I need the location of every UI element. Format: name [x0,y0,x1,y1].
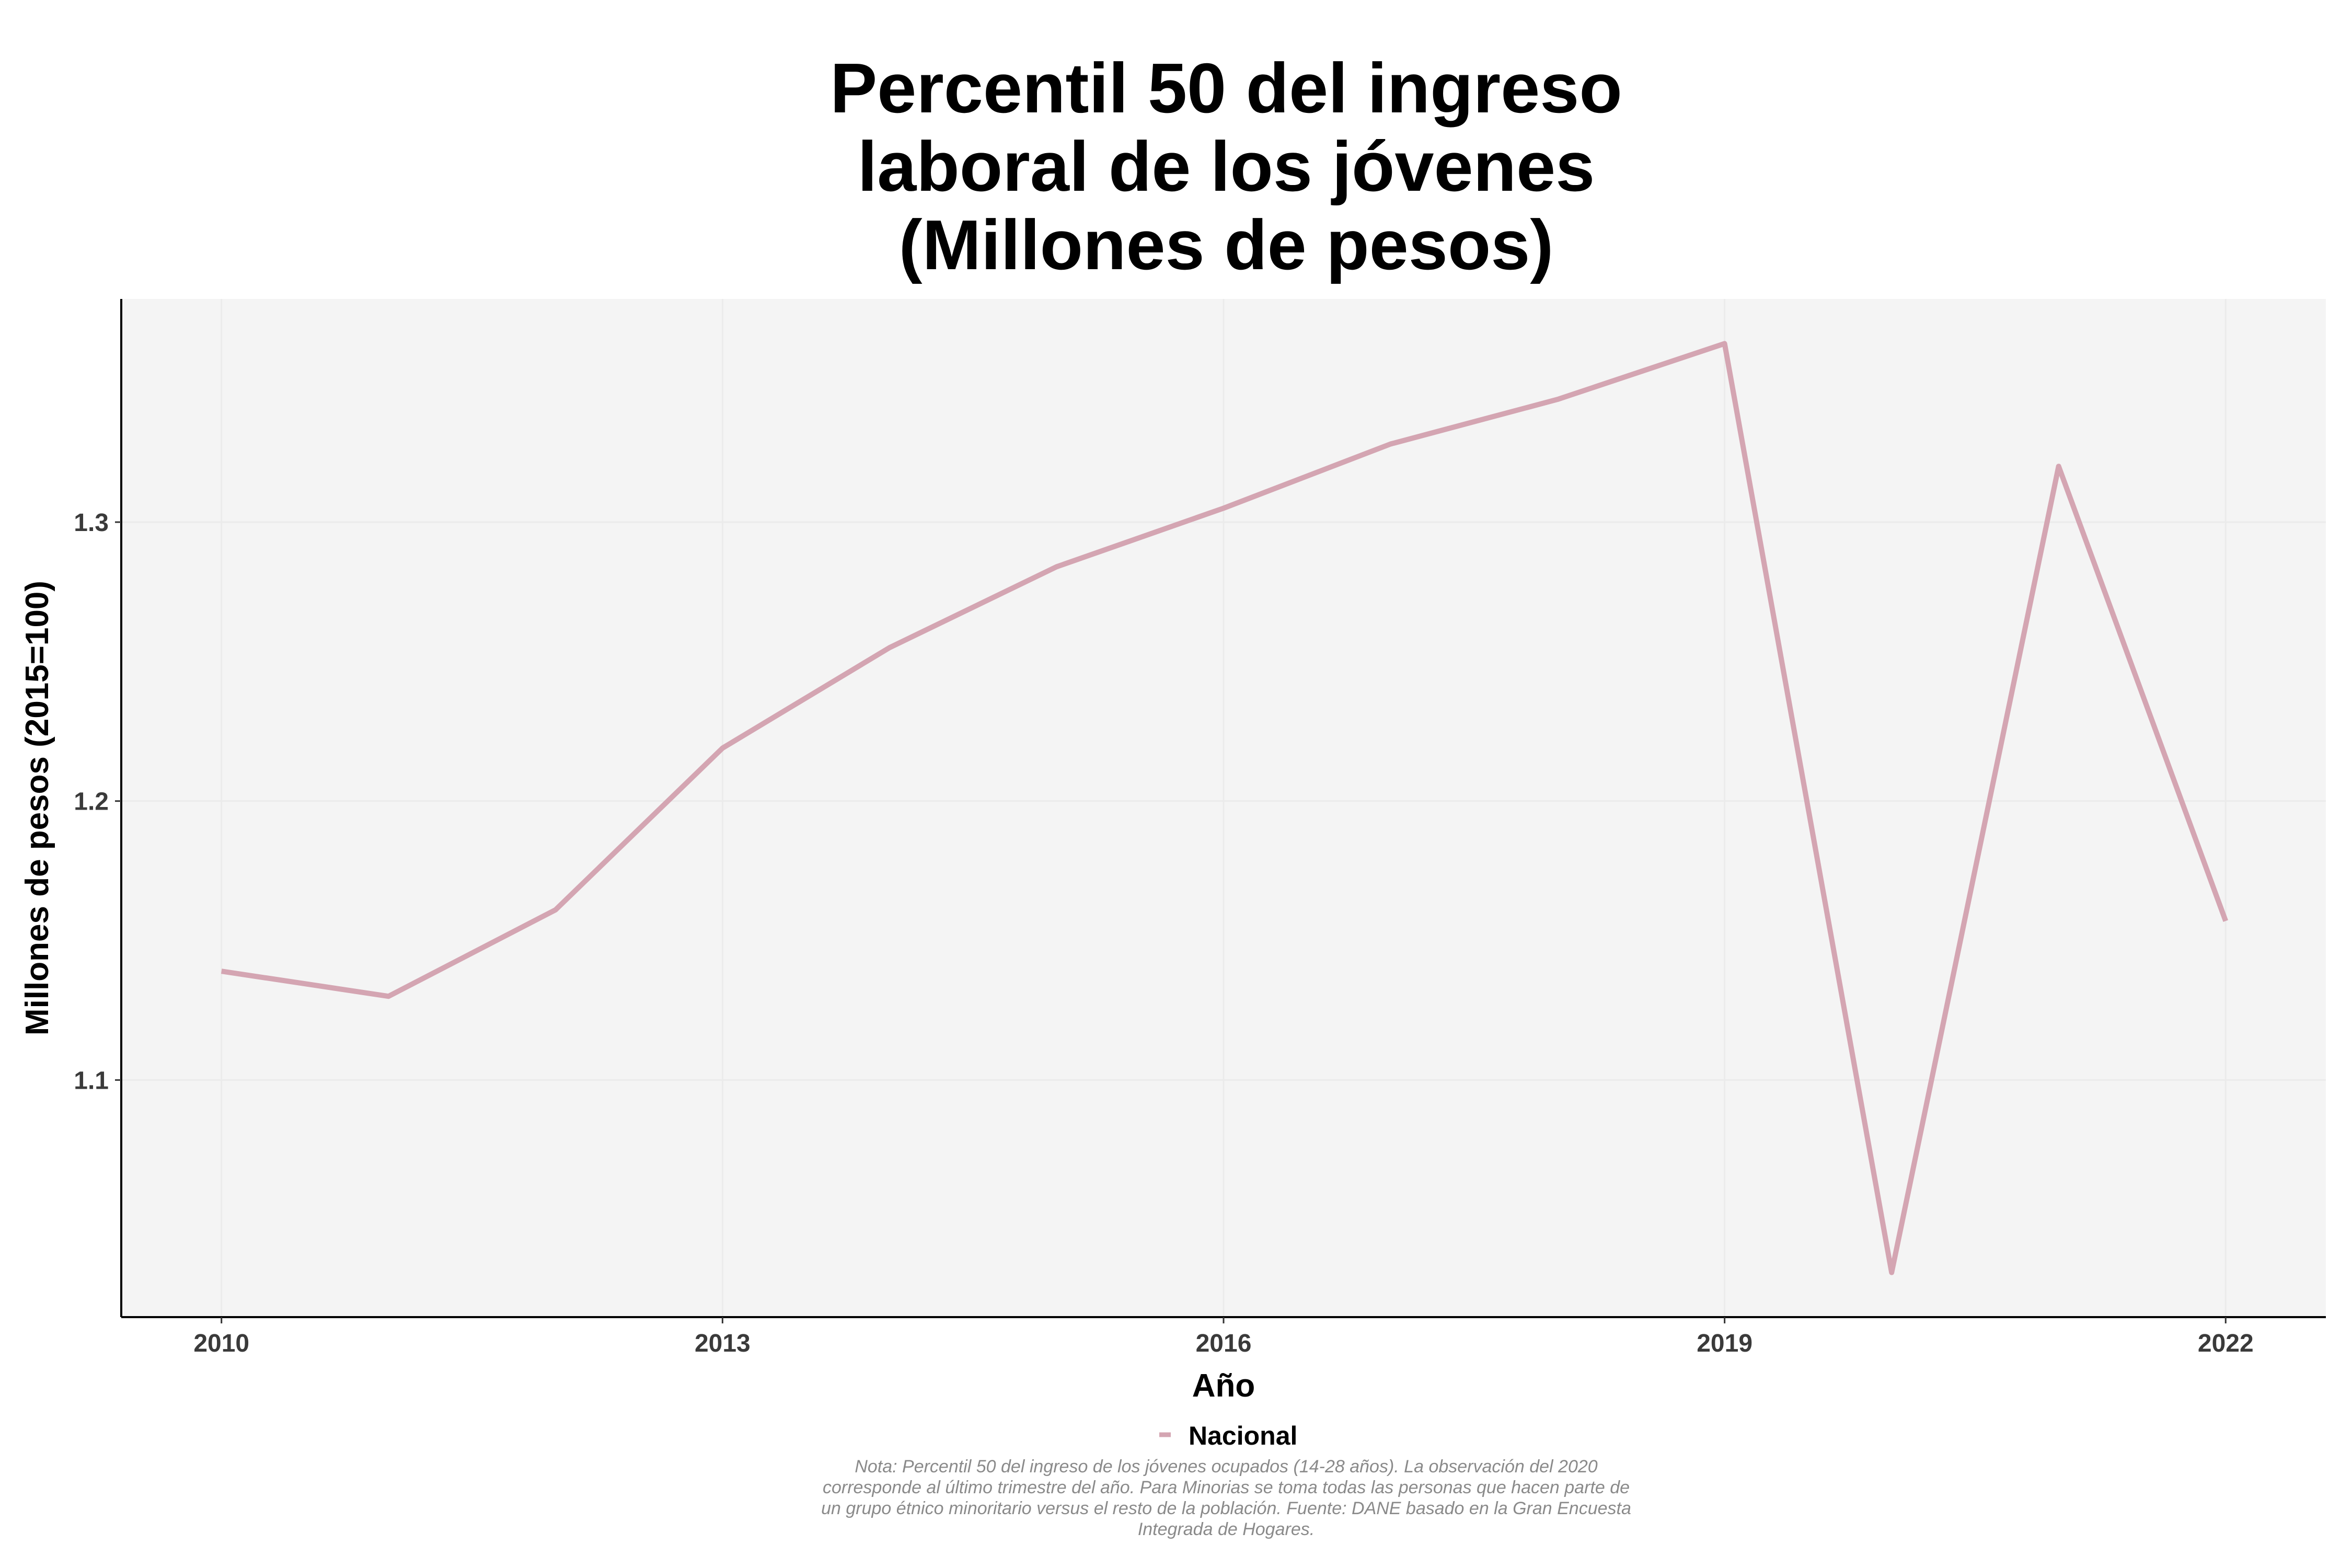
gridlines [121,299,2326,1317]
series-layer [221,341,2228,1275]
y-tick-label-2: 1.3 [74,509,109,537]
data-point-2014 [889,647,890,648]
data-point-2022 [2225,920,2226,921]
chart-title: Percentil 50 del ingreso laboral de los … [830,49,1622,284]
y-axis-title: Millones de pesos (2015=100) [19,581,55,1035]
footnote-line-3: un grupo étnico minoritario versus el re… [821,1498,1631,1518]
data-point-2013 [722,747,723,748]
x-tick-label-4: 2022 [2198,1330,2254,1357]
data-point-2019 [1724,343,1725,344]
chart-title-line-2: laboral de los jóvenes [858,127,1595,206]
data-point-2021 [2058,466,2059,467]
data-point-2012 [555,909,556,910]
data-point-2018 [1557,399,1558,400]
x-tick-label-1: 2013 [695,1330,751,1357]
legend-label-nacional: Nacional [1189,1421,1297,1450]
x-tick-label-2: 2016 [1196,1330,1252,1357]
footnote: Nota: Percentil 50 del ingreso de los jó… [821,1457,1631,1539]
axis-ticks: 2010 2013 2016 2019 2022 1.1 1.2 1.3 [74,509,2253,1357]
footnote-line-1: Nota: Percentil 50 del ingreso de los jó… [855,1457,1597,1477]
data-point-2010 [221,971,222,972]
data-point-2015 [1056,566,1057,567]
footnote-line-2: corresponde al último trimestre del año.… [823,1478,1630,1497]
x-tick-label-0: 2010 [193,1330,249,1357]
data-point-2017 [1390,444,1391,445]
series-line-nacional [221,341,2228,1275]
data-point-2011 [388,996,389,997]
chart-title-line-1: Percentil 50 del ingreso [830,49,1622,128]
x-axis-title: Año [1192,1368,1255,1404]
legend: Nacional [1159,1421,1297,1450]
chart-title-line-3: (Millones de pesos) [899,205,1554,284]
footnote-line-4: Integrada de Hogares. [1138,1519,1315,1539]
y-tick-label-0: 1.1 [74,1067,109,1094]
data-point-2016 [1223,508,1224,509]
data-point-2020 [1891,1272,1892,1273]
x-tick-label-3: 2019 [1697,1330,1753,1357]
y-tick-label-1: 1.2 [74,788,109,816]
